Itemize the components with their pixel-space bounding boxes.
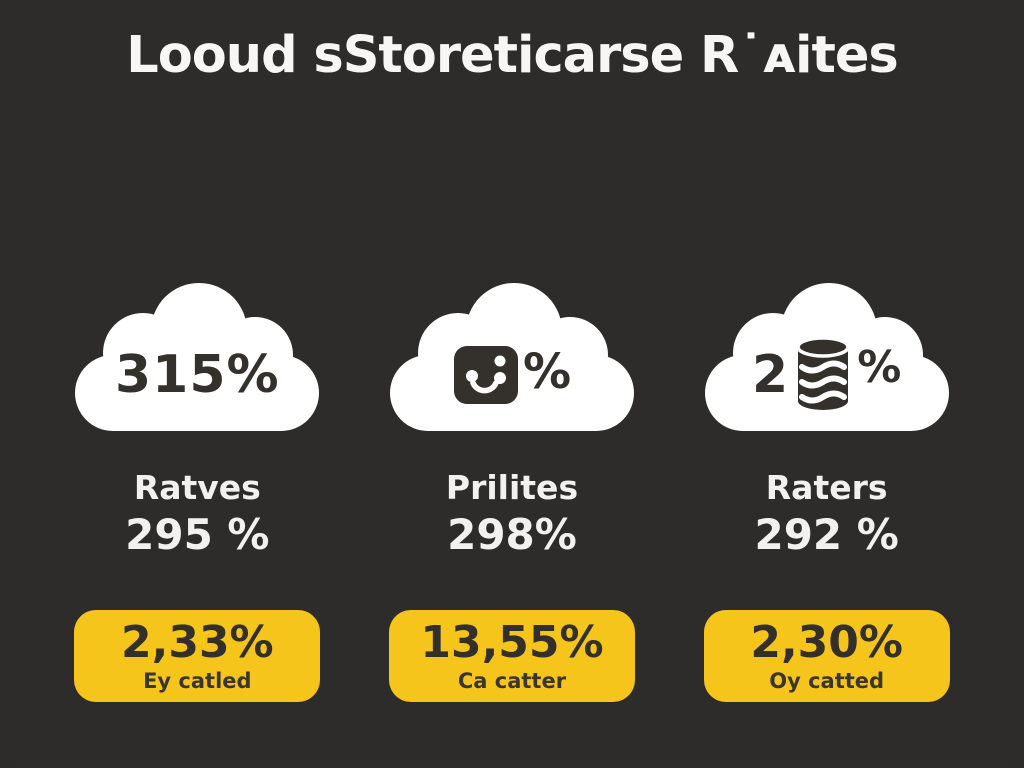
stat-badge-2: 13,55% Ca catter [388,610,635,703]
stat-column-2: % Prilites 298% 13,55% Ca catter [355,283,670,703]
cloud-stat: % [382,321,642,428]
badge-value: 2,30% [750,616,903,668]
smiley-square-icon [453,345,518,404]
cloud-graphic-3: 2 % [697,283,957,438]
cloud-stat: 2 % [697,321,957,428]
stat-label: Prilites [445,468,579,507]
page-title: Looud sStoreticarse R˙ᴀites [126,26,899,85]
cloud-stat-value: 315% [115,344,280,405]
cloud-percent-sign: % [522,343,572,400]
stat-label: Ratves [133,468,261,507]
badge-label: Oy catted [769,668,885,693]
stat-value: 295 % [125,510,270,560]
cloud-stat: 315% [67,321,327,428]
cloud-percent-sign: % [857,341,902,393]
cloud-graphic-2: % [382,283,642,438]
stat-label: Raters [765,468,888,507]
stat-badge-3: 2,30% Oy catted [703,610,950,703]
badge-value: 2,33% [121,616,274,668]
badge-label: Ey catled [143,668,252,693]
database-icon [796,335,850,410]
stat-column-1: 315% Ratves 295 % 2,33% Ey catled [40,283,355,703]
stat-column-3: 2 % Raters 292 % 2,30% Oy catted [669,283,984,703]
cloud-graphic-1: 315% [67,283,327,438]
badge-value: 13,55% [420,616,604,668]
cloud-icon [75,283,320,431]
cloud-stat-prefix: 2 [752,344,790,405]
stat-value: 298% [447,510,577,560]
badge-label: Ca catter [457,668,567,693]
stat-badge-1: 2,33% Ey catled [74,610,321,703]
stat-value: 292 % [754,510,899,560]
stat-columns: 315% Ratves 295 % 2,33% Ey catled [40,283,984,703]
